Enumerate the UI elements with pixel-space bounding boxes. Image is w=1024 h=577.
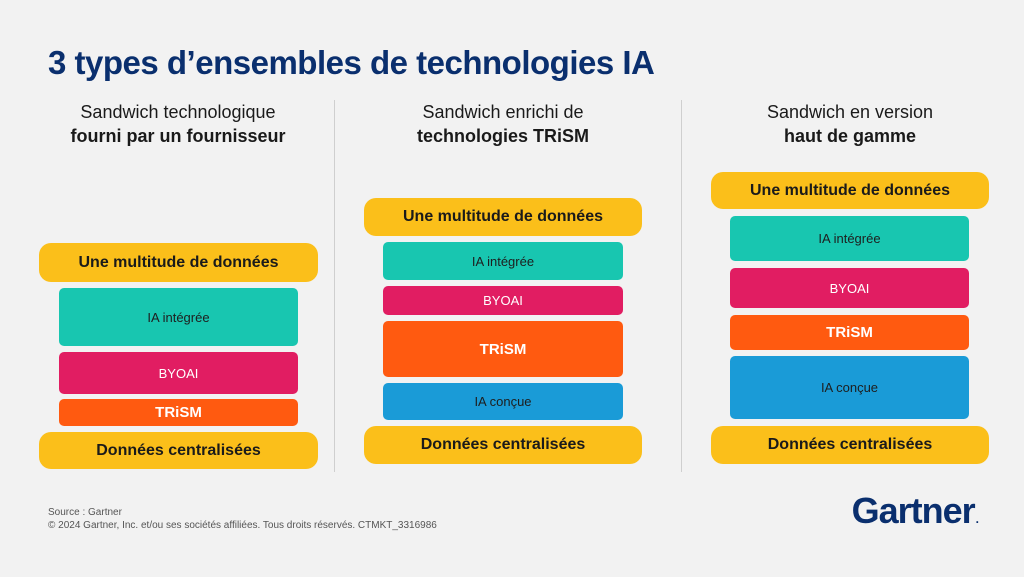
column-3-heading-line2: haut de gamme bbox=[783, 126, 917, 146]
column-2-heading-line1: Sandwich enrichi de bbox=[422, 102, 584, 122]
column-3-heading: Sandwich en version haut de gamme bbox=[700, 100, 1000, 148]
column-divider bbox=[681, 100, 682, 472]
column-3-byoai: BYOAI bbox=[730, 268, 969, 308]
column-3-heading-line1: Sandwich en version bbox=[766, 102, 934, 122]
page-title: 3 types d’ensembles de technologies IA bbox=[48, 44, 655, 81]
column-1-heading-line1: Sandwich technologique bbox=[80, 102, 276, 122]
column-1-trism: TRiSM bbox=[59, 399, 298, 426]
column-3-top-bread: Une multitude de données bbox=[711, 172, 989, 209]
column-1-heading: Sandwich technologique fourni par un fou… bbox=[28, 100, 328, 148]
column-1-byoai: BYOAI bbox=[59, 352, 298, 394]
column-2-top-bread: Une multitude de données bbox=[364, 198, 642, 236]
footer-copyright: © 2024 Gartner, Inc. et/ou ses sociétés … bbox=[48, 520, 437, 531]
column-1-ia-integree: IA intégrée bbox=[59, 288, 298, 346]
gartner-logo: Gartner. bbox=[851, 490, 980, 532]
column-2-heading: Sandwich enrichi de technologies TRiSM bbox=[353, 100, 653, 148]
logo-mark: . bbox=[975, 512, 980, 526]
column-1-bottom-bread: Données centralisées bbox=[39, 432, 318, 469]
column-2-byoai: BYOAI bbox=[383, 286, 623, 315]
column-3-bottom-bread: Données centralisées bbox=[711, 426, 989, 464]
column-3-ia-integree: IA intégrée bbox=[730, 216, 969, 261]
column-2-ia-concue: IA conçue bbox=[383, 383, 623, 420]
column-3-ia-concue: IA conçue bbox=[730, 356, 969, 419]
column-3-trism: TRiSM bbox=[730, 315, 969, 350]
column-2-trism: TRiSM bbox=[383, 321, 623, 377]
logo-text: Gartner bbox=[851, 490, 976, 531]
column-2-heading-line2: technologies TRiSM bbox=[416, 126, 589, 146]
column-1-top-bread: Une multitude de données bbox=[39, 243, 318, 282]
column-2-bottom-bread: Données centralisées bbox=[364, 426, 642, 464]
column-1-heading-line2: fourni par un fournisseur bbox=[70, 126, 286, 146]
column-2-ia-integree: IA intégrée bbox=[383, 242, 623, 280]
column-divider bbox=[334, 100, 335, 472]
footer-source: Source : Gartner bbox=[48, 507, 122, 518]
